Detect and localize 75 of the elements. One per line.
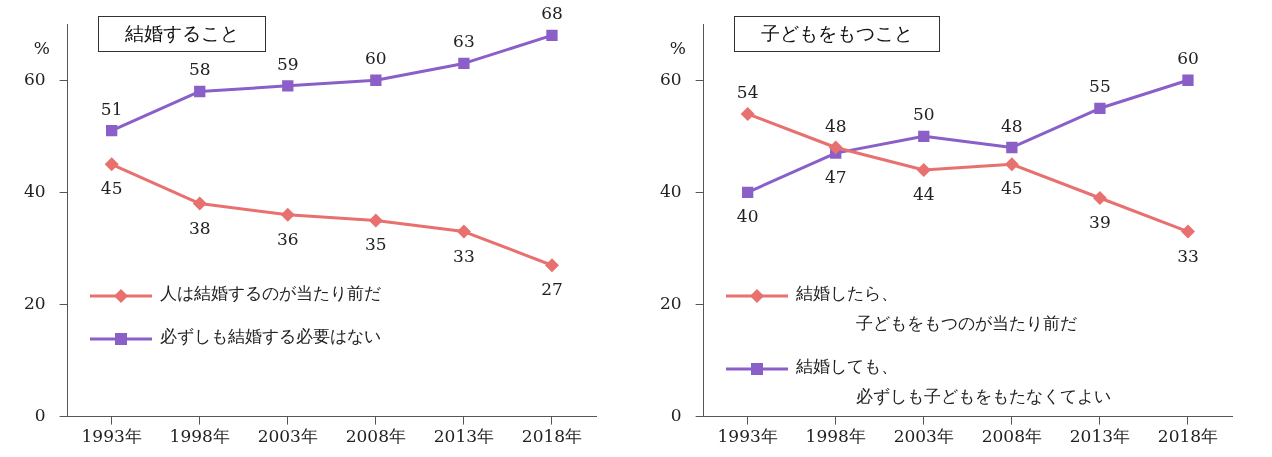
point [1180, 224, 1195, 239]
x-tick-label: 2008年 [981, 426, 1042, 447]
data-label: 44 [912, 183, 935, 204]
data-label: 58 [188, 59, 211, 80]
x-tick-label: 1993年 [717, 426, 778, 447]
x-tick-label: 2008年 [345, 426, 406, 447]
point [106, 125, 118, 137]
data-label: 63 [453, 31, 475, 52]
point [740, 106, 755, 121]
legend-label: 人は結婚するのが当たり前だ [159, 282, 381, 306]
y-tick-label: 60 [23, 68, 46, 89]
point [194, 85, 206, 98]
data-label: 40 [736, 206, 759, 227]
x-tick-label: 2013年 [433, 426, 495, 447]
point [192, 196, 207, 211]
legend-label: 必ずしも結婚する必要はない [159, 325, 381, 349]
x-tick-label: 1993年 [81, 426, 142, 447]
legend-label: 結婚したら、子どもをもつのが当たり前だ [795, 282, 1077, 336]
y-tick-label: 20 [659, 292, 682, 313]
data-label: 51 [100, 98, 123, 119]
point [370, 74, 382, 86]
point [1006, 141, 1018, 154]
data-label: 48 [1001, 115, 1023, 136]
point [1092, 190, 1107, 205]
chart-title: 結婚すること [97, 16, 266, 53]
data-label: 55 [1089, 76, 1111, 97]
data-label: 60 [1177, 48, 1199, 69]
point [282, 80, 294, 92]
data-label: 45 [1001, 178, 1023, 199]
point [458, 57, 470, 70]
y-tick-label: 40 [23, 180, 46, 201]
x-tick-label: 1998年 [805, 426, 866, 447]
point [104, 157, 119, 172]
y-tick-label: 0 [670, 405, 682, 426]
point [544, 258, 559, 273]
point [828, 140, 843, 155]
data-label: 50 [912, 104, 935, 125]
data-label: 33 [453, 245, 475, 266]
data-label: 48 [824, 115, 847, 136]
data-label: 39 [1089, 211, 1111, 232]
data-label: 36 [276, 228, 299, 249]
y-tick-label: 60 [659, 68, 682, 89]
x-tick-label: 2003年 [893, 426, 954, 447]
y-tick-label: 20 [23, 292, 46, 313]
data-label: 59 [276, 53, 299, 74]
point [742, 186, 754, 199]
point [1004, 157, 1019, 172]
point [546, 29, 558, 42]
data-label: 33 [1177, 245, 1199, 266]
data-label: 68 [541, 3, 563, 24]
point [456, 224, 471, 239]
x-tick-label: 2013年 [1069, 426, 1131, 447]
chart-title: 子どもをもつこと [733, 16, 940, 53]
point [280, 207, 295, 222]
point [368, 213, 383, 228]
data-label: 54 [736, 81, 759, 102]
y-axis-title: % [669, 38, 686, 59]
data-label: 27 [541, 279, 563, 300]
data-label: 45 [100, 178, 123, 199]
data-label: 47 [824, 167, 847, 188]
y-tick-label: 0 [34, 405, 46, 426]
data-label: 60 [365, 48, 387, 69]
x-tick-label: 1998年 [169, 426, 230, 447]
data-label: 35 [365, 234, 387, 255]
x-tick-label: 2003年 [257, 426, 318, 447]
x-tick-label: 2018年 [521, 426, 583, 447]
data-label: 38 [188, 217, 211, 238]
legend-label: 結婚しても、必ずしも子どもをもたなくてよい [795, 355, 1111, 409]
y-tick-label: 40 [659, 180, 682, 201]
point [1094, 102, 1106, 114]
y-axis-title: % [33, 38, 50, 59]
point [916, 162, 931, 177]
x-tick-label: 2018年 [1157, 426, 1219, 447]
point [1182, 74, 1194, 86]
point [918, 130, 930, 142]
